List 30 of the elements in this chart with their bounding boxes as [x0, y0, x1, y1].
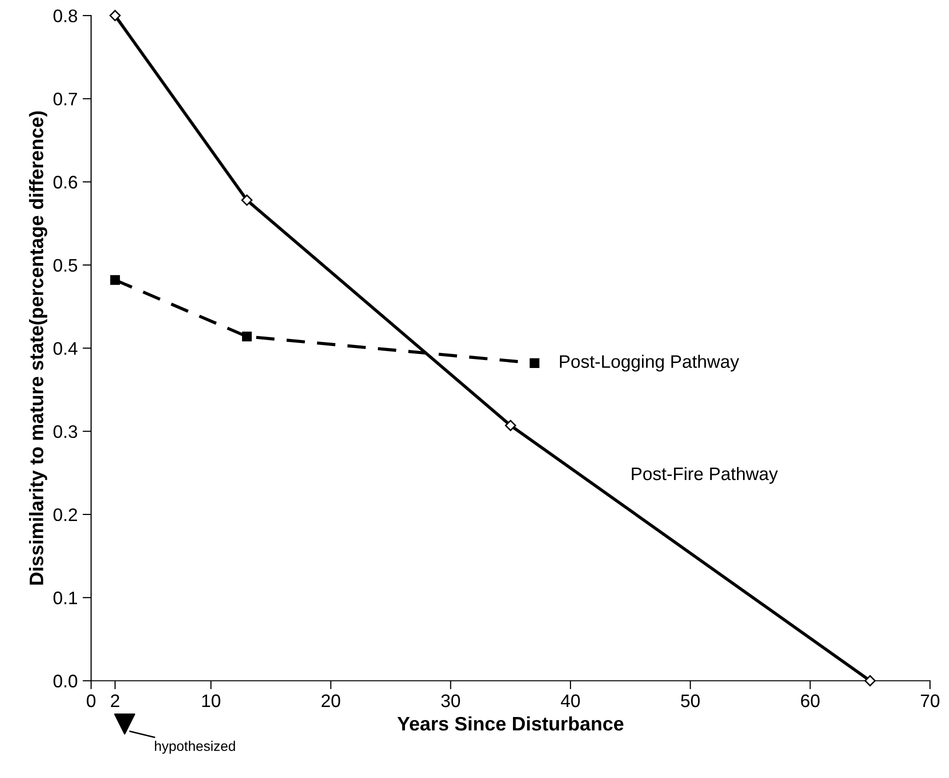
text: hypothesized	[154, 740, 235, 754]
y-axis-title: Dissimilarity to mature state(percentage difference)	[29, 111, 48, 585]
y-tick-label: 0.3	[54, 425, 78, 438]
x-tick-label: 40	[560, 694, 580, 708]
x-tick-label: 0	[86, 694, 96, 708]
y-tick-label: 0.8	[54, 9, 78, 22]
point	[109, 10, 121, 22]
x-tick-label: 60	[801, 694, 820, 708]
series-label: Post-Logging Pathway	[560, 354, 740, 372]
y-tick-label: 0.2	[54, 508, 78, 522]
point	[242, 332, 252, 342]
x-tick-label: 50	[681, 694, 700, 708]
point	[530, 358, 540, 368]
point	[110, 275, 120, 285]
x-tick-label: 10	[202, 694, 220, 708]
point	[864, 675, 876, 686]
y-tick-label: 0.0	[54, 674, 78, 688]
point	[504, 420, 516, 432]
x-tick-label: 30	[441, 694, 460, 708]
y-tick-label: 0.5	[54, 258, 78, 272]
y-tick-label: 0.6	[54, 176, 78, 189]
y-tick-label: 0.1	[54, 592, 78, 604]
y-tick-label: 0.7	[54, 92, 78, 106]
x-tick-label: 20	[322, 694, 340, 708]
x-tick-label: 70	[920, 694, 940, 708]
series-label: Post-Fire Pathway	[632, 466, 778, 484]
x-tick-label: 2	[110, 694, 120, 708]
y-tick-label: 0.4	[54, 342, 78, 355]
point	[241, 194, 253, 206]
x-axis-title: Years Since Disturbance	[397, 716, 624, 731]
